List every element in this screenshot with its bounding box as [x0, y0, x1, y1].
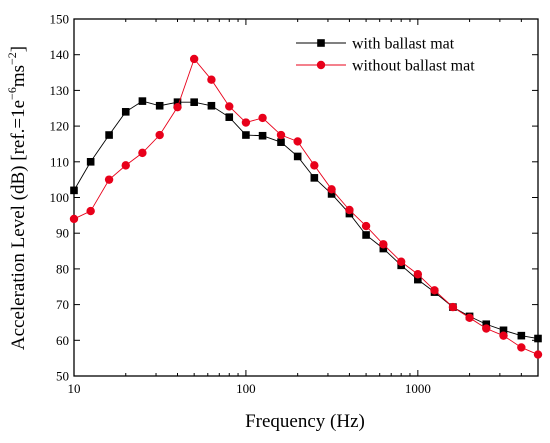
- data-point: [121, 108, 130, 116]
- data-point: [207, 101, 216, 110]
- series-2: [69, 54, 543, 359]
- data-point: [414, 275, 422, 284]
- y-tick-label: 120: [50, 119, 70, 134]
- data-point: [86, 206, 95, 216]
- legend-label: with ballast mat: [352, 36, 455, 53]
- data-point: [499, 326, 508, 335]
- series-line: [73, 100, 539, 339]
- data-point: [277, 138, 285, 146]
- y-tick-label: 70: [56, 297, 69, 312]
- data-point: [242, 131, 250, 139]
- x-tick-label: 100: [236, 381, 256, 396]
- y-axis-title-main: Acceleration Level (dB) [ref.=1e: [8, 100, 29, 350]
- data-point: [361, 221, 371, 231]
- data-point: [276, 130, 286, 140]
- data-point: [121, 161, 130, 170]
- y-tick-label: 60: [56, 333, 69, 348]
- y-axis-title: Acceleration Level (dB) [ref.=1e−6ms−2]: [5, 46, 29, 350]
- data-point: [241, 118, 251, 127]
- y-tick-label: 50: [56, 369, 69, 384]
- data-point: [362, 231, 370, 239]
- x-tick-label: 10: [68, 381, 81, 396]
- axes: 50 60 70 80 90 100 110 120 130 140 150 10 100 1000: [50, 12, 539, 396]
- data-point: [379, 244, 388, 253]
- data-point: [225, 113, 234, 121]
- legend-marker: [316, 60, 326, 70]
- y-tick-label: 150: [50, 12, 70, 27]
- data-point: [173, 98, 182, 106]
- data-point: [190, 98, 198, 106]
- data-point: [310, 174, 319, 182]
- y-axis-title-end: ]: [8, 46, 29, 52]
- data-point: [396, 257, 406, 266]
- y-axis-title-mid: ms: [8, 65, 29, 87]
- data-point: [70, 186, 78, 195]
- legend-marker: [317, 39, 325, 47]
- data-point: [173, 102, 182, 112]
- data-point: [104, 175, 114, 184]
- data-point: [413, 270, 423, 279]
- x-axis-title: Frequency (Hz): [245, 411, 365, 432]
- data-point: [327, 190, 336, 198]
- data-point: [327, 185, 336, 194]
- y-tick-label: 100: [50, 190, 70, 205]
- data-point: [310, 161, 319, 170]
- data-point: [517, 343, 526, 352]
- data-point: [465, 313, 474, 323]
- series-line: [73, 58, 539, 355]
- y-tick-label: 90: [56, 226, 69, 241]
- data-point: [258, 131, 267, 140]
- data-point: [138, 97, 147, 105]
- data-point: [517, 331, 526, 340]
- data-point: [207, 75, 216, 84]
- y-tick-label: 80: [56, 261, 69, 276]
- data-point: [379, 240, 388, 249]
- data-point: [155, 130, 164, 140]
- y-tick-label: 110: [50, 154, 69, 169]
- data-point: [448, 302, 458, 312]
- data-point: [499, 331, 508, 340]
- series-layer: [69, 54, 543, 359]
- data-point: [293, 137, 302, 146]
- data-point: [258, 113, 267, 123]
- series-1: [70, 97, 542, 343]
- y-tick-label: 140: [50, 47, 70, 62]
- data-point: [225, 102, 234, 111]
- y-axis-title-sup1: −6: [5, 87, 19, 100]
- data-point: [69, 214, 79, 224]
- data-point: [155, 101, 164, 110]
- data-point: [105, 131, 113, 139]
- legend: with ballast mat without ballast mat: [296, 36, 475, 75]
- data-point: [189, 54, 199, 64]
- data-point: [345, 205, 354, 215]
- data-point: [533, 350, 543, 359]
- y-tick-label: 130: [50, 83, 70, 98]
- data-point: [86, 158, 95, 166]
- data-point: [138, 148, 147, 158]
- x-tick-label: 1000: [405, 381, 431, 396]
- data-point: [534, 334, 542, 343]
- legend-label: without ballast mat: [352, 58, 475, 75]
- data-point: [293, 152, 302, 161]
- y-axis-title-sup2: −2: [5, 52, 19, 65]
- data-point: [430, 286, 439, 295]
- data-point: [482, 320, 491, 329]
- data-point: [482, 324, 491, 333]
